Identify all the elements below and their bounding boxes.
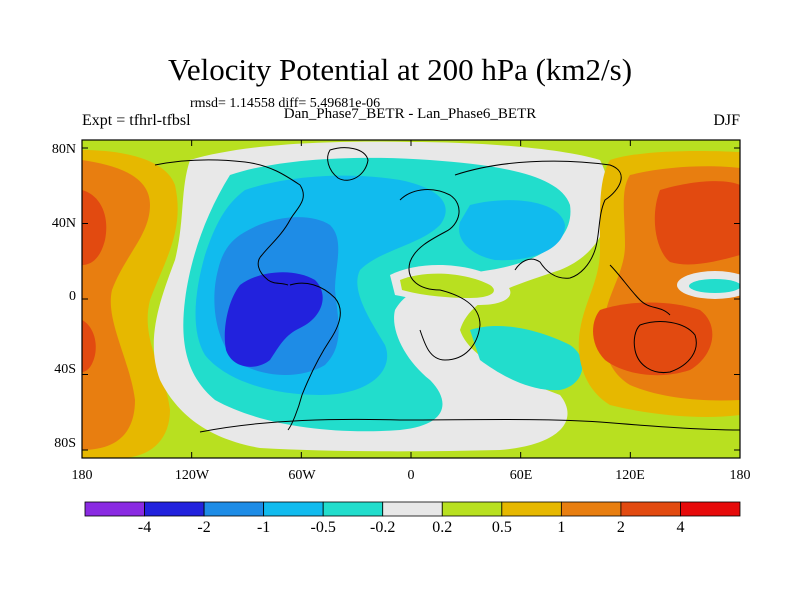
- colorbar-swatch: [620, 501, 681, 517]
- lon-label-180w: 180: [71, 468, 93, 483]
- colorbar-label: 1: [557, 519, 566, 536]
- neg-eye-east: [689, 279, 740, 293]
- lon-label-120e: 120E: [615, 468, 645, 483]
- coast-australia: [633, 321, 697, 374]
- lon-label-180e: 180: [729, 468, 751, 483]
- neg-region-cyan-south: [470, 325, 583, 391]
- axis-ticks: [81, 140, 741, 458]
- colorbar-swatch: [382, 501, 443, 517]
- coast-antarctica: [199, 418, 740, 433]
- coastlines: [154, 147, 740, 433]
- colorbar-swatch: [84, 501, 145, 517]
- colorbar-label: -0.5: [310, 519, 336, 536]
- colorbar-label: -0.2: [370, 519, 396, 536]
- colorbar-label: -1: [256, 519, 271, 536]
- colorbar: [84, 501, 741, 517]
- neg-region-darkblue: [224, 272, 323, 367]
- colorbar-swatch: [263, 501, 324, 517]
- coast-north-america: [154, 159, 304, 286]
- experiment-subtitle: Dan_Phase7_BETR - Lan_Phase6_BETR: [283, 106, 537, 122]
- lat-label-80s: 80S: [54, 436, 76, 451]
- colorbar-label: 2: [616, 519, 625, 536]
- pos-region-east-core-south: [593, 302, 713, 376]
- lat-label-80n: 80N: [51, 142, 76, 157]
- colorbar-swatch: [441, 501, 503, 517]
- pos-region-west-core2: [82, 320, 96, 372]
- coast-asia: [454, 160, 622, 279]
- pos-region-west-core: [82, 190, 107, 265]
- coast-south-america: [287, 282, 341, 431]
- experiment-label: Expt = tfhrl-tfbsl: [82, 112, 191, 129]
- colorbar-swatch: [144, 501, 205, 517]
- lon-label-120w: 120W: [174, 468, 210, 483]
- colorbar-label: 0.5: [491, 519, 512, 536]
- colorbar-label: -2: [197, 519, 211, 536]
- lat-label-40n: 40N: [51, 216, 76, 231]
- coast-southeast-asia: [609, 264, 671, 316]
- colorbar-label: -4: [137, 519, 152, 536]
- pos-tongue-africa-inner: [400, 273, 494, 298]
- lon-label-60w: 60W: [288, 468, 316, 483]
- colorbar-swatch: [322, 501, 384, 517]
- season-label: DJF: [713, 112, 740, 129]
- lat-label-eq: 0: [69, 289, 76, 304]
- lon-label-60e: 60E: [509, 468, 533, 483]
- stats-text: rmsd= 1.14558 diff= 5.49681e-06: [190, 96, 381, 111]
- colorbar-swatch: [203, 501, 265, 517]
- colorbar-swatch: [680, 501, 741, 517]
- colorbar-label: 4: [676, 519, 685, 536]
- neg-region-lightblue-ne: [459, 200, 565, 261]
- map-title: Velocity Potential at 200 hPa (km2/s): [167, 52, 633, 87]
- coast-greenland: [327, 147, 369, 181]
- lon-label-0: 0: [407, 468, 415, 483]
- lat-label-40s: 40S: [54, 362, 76, 377]
- colorbar-swatch: [501, 501, 562, 517]
- colorbar-swatch: [560, 501, 622, 517]
- pos-region-east-core: [654, 181, 740, 265]
- coast-europe-africa: [399, 189, 481, 361]
- colorbar-label: 0.2: [432, 519, 453, 536]
- contour-field: [82, 140, 740, 458]
